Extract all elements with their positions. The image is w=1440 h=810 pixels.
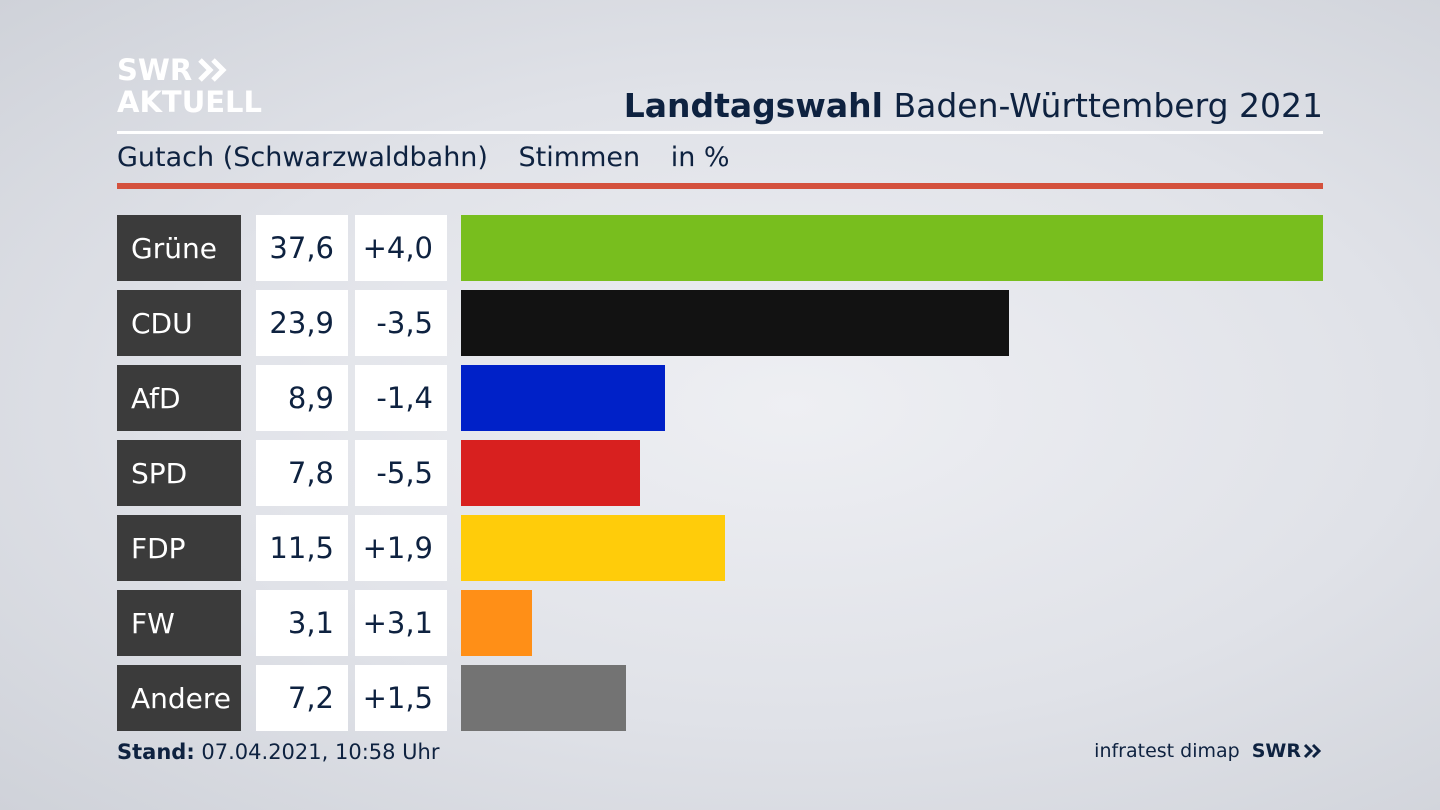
logo-line1: SWR: [117, 53, 193, 87]
change-label: -1,4: [355, 365, 447, 431]
bar: [461, 365, 666, 431]
unit-label: in %: [670, 142, 730, 173]
brand-label: SWR: [1251, 740, 1301, 762]
header-divider: [117, 131, 1323, 134]
change-label: +4,0: [355, 215, 447, 281]
logo-line2: AKTUELL: [117, 85, 263, 119]
chart-row: SPD 7,8 -5,5: [117, 440, 1323, 506]
chart-row: Andere 7,2 +1,5: [117, 665, 1323, 731]
party-name: SPD: [117, 440, 241, 506]
swr-aktuell-logo: SWR AKTUELL: [117, 54, 262, 118]
change-label: -3,5: [355, 290, 447, 356]
title-bold: Landtagswahl: [623, 86, 883, 125]
stand-value: 07.04.2021, 10:58 Uhr: [194, 740, 440, 764]
vote-share-label: 23,9: [256, 290, 348, 356]
timestamp: Stand: 07.04.2021, 10:58 Uhr: [117, 740, 440, 764]
vote-share-label: 7,8: [256, 440, 348, 506]
vote-share-label: 37,6: [256, 215, 348, 281]
bar: [461, 290, 1009, 356]
vote-share-label: 7,2: [256, 665, 348, 731]
bar: [461, 515, 725, 581]
change-label: +3,1: [355, 590, 447, 656]
change-label: -5,5: [355, 440, 447, 506]
party-name: FW: [117, 590, 241, 656]
title-rest: Baden-Württemberg 2021: [882, 86, 1323, 125]
metric-label: Stimmen: [518, 142, 641, 173]
bar: [461, 440, 640, 506]
party-name: CDU: [117, 290, 241, 356]
bar: [461, 665, 627, 731]
accent-divider: [117, 183, 1323, 189]
party-name: FDP: [117, 515, 241, 581]
source-credit: infratest dimap SWR: [1094, 740, 1323, 762]
source-label: infratest dimap: [1094, 740, 1240, 762]
double-chevron-right-icon: [198, 58, 227, 82]
page-title: Landtagswahl Baden-Württemberg 2021: [624, 86, 1323, 125]
vote-share-label: 8,9: [256, 365, 348, 431]
vote-share-label: 3,1: [256, 590, 348, 656]
party-name: Grüne: [117, 215, 241, 281]
chart-row: AfD 8,9 -1,4: [117, 365, 1323, 431]
vote-share-label: 11,5: [256, 515, 348, 581]
region-label: Gutach (Schwarzwaldbahn): [117, 142, 488, 173]
party-name: AfD: [117, 365, 241, 431]
chart-row: FW 3,1 +3,1: [117, 590, 1323, 656]
chart-subtitle: Gutach (Schwarzwaldbahn) Stimmen in %: [117, 142, 752, 173]
chart-row: FDP 11,5 +1,9: [117, 515, 1323, 581]
change-label: +1,5: [355, 665, 447, 731]
bar: [461, 590, 533, 656]
bar: [461, 215, 1323, 281]
swr-brand: SWR: [1252, 740, 1323, 762]
chart-row: CDU 23,9 -3,5: [117, 290, 1323, 356]
chart-row: Grüne 37,6 +4,0: [117, 215, 1323, 281]
party-name: Andere: [117, 665, 241, 731]
change-label: +1,9: [355, 515, 447, 581]
double-chevron-right-icon: [1303, 743, 1322, 759]
stand-label: Stand:: [117, 740, 195, 764]
